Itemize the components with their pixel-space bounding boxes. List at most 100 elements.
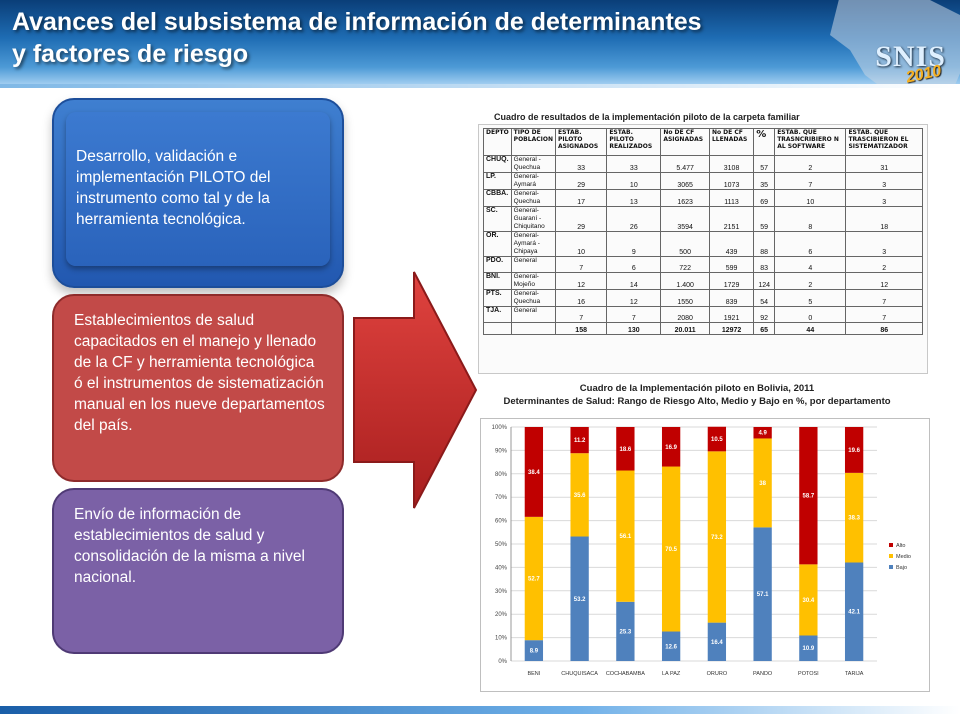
- data-label: 11.2: [574, 438, 586, 444]
- cell-tipo: General: [510, 306, 556, 323]
- data-label: 56.1: [620, 534, 632, 540]
- cell-tipo: General- Guaraní - Chiquitano: [510, 206, 556, 232]
- x-tick-label: PANDO: [753, 671, 773, 677]
- table-cell: 839: [708, 289, 755, 307]
- data-label: 53.2: [574, 597, 586, 603]
- right-arrow-icon: [353, 271, 478, 509]
- cell-depto: TJA.: [483, 306, 512, 323]
- y-tick-label: 20%: [495, 612, 508, 618]
- table-cell: 7: [845, 306, 923, 323]
- data-label: 25.3: [620, 629, 632, 635]
- bar-alto: [799, 427, 818, 565]
- table-cell: 59: [753, 206, 776, 232]
- chart-caption: Cuadro de la Implementación piloto en Bo…: [482, 382, 912, 408]
- chart-caption-line-1: Cuadro de la Implementación piloto en Bo…: [579, 383, 815, 394]
- table-cell: 18: [845, 206, 923, 232]
- col-header-percent: %: [753, 128, 776, 156]
- cell-tipo: General- Mojeño: [510, 272, 556, 290]
- table-cell: 7: [606, 306, 662, 323]
- table-cell: 31: [845, 155, 923, 173]
- bar-alto: [844, 427, 864, 473]
- table-cell: 10: [606, 172, 662, 190]
- legend-label: Bajo: [896, 565, 907, 571]
- col-header-software: ESTAB. QUE TRASNCRIBIERO N AL SOFTWARE: [774, 128, 847, 156]
- total-cell: 20.011: [660, 322, 710, 335]
- table-cell: 1550: [660, 289, 710, 307]
- col-header-tipo: TIPO DE POBLACION: [510, 128, 556, 156]
- cell-tipo: General- Aymará: [510, 172, 556, 190]
- cell-depto: PDO.: [483, 256, 512, 273]
- table-cell: 500: [660, 231, 710, 257]
- table-cell: 29: [554, 206, 608, 232]
- cell-tipo: General- Aymará - Chipaya: [510, 231, 556, 257]
- table-cell: 7: [845, 289, 923, 307]
- cell-tipo: General- Quechua: [510, 289, 556, 307]
- y-tick-label: 80%: [495, 472, 508, 478]
- table-cell: 4: [774, 256, 847, 273]
- table-total-row: 158 130 20.011 12972 65 44 86: [483, 322, 923, 335]
- table-cell: 5.477: [660, 155, 710, 173]
- table-cell: 6: [606, 256, 662, 273]
- bar-medio: [799, 564, 818, 636]
- table-cell: 0: [774, 306, 847, 323]
- total-cell: [510, 322, 556, 335]
- y-tick-label: 100%: [492, 425, 508, 431]
- table-header-row: DEPTO TIPO DE POBLACION ESTAB. PILOTO AS…: [483, 128, 923, 156]
- bar-medio: [661, 466, 681, 632]
- col-header-asignados: ESTAB. PILOTO ASIGNADOS: [554, 128, 608, 156]
- data-label: 10.5: [711, 437, 723, 443]
- table-cell: 12: [845, 272, 923, 290]
- table-row: OR. General- Aymará - Chipaya 10 9 500 439 88 6…: [483, 231, 923, 257]
- col-header-depto: DEPTO: [483, 128, 512, 156]
- table-cell: 33: [606, 155, 662, 173]
- bar-bajo: [753, 527, 772, 661]
- step-box-submission: Envío de información de establecimientos…: [52, 488, 344, 654]
- table-cell: 1073: [708, 172, 755, 190]
- cell-depto: CHUQ.: [483, 155, 512, 173]
- bar-bajo: [799, 635, 818, 661]
- table-cell: 5: [774, 289, 847, 307]
- bar-medio: [524, 516, 544, 641]
- table-row: PDO. General 7 6 722 599 83 4 2: [483, 256, 923, 273]
- table-cell: 7: [774, 172, 847, 190]
- bar-bajo: [570, 536, 589, 661]
- data-label: 38: [759, 481, 766, 487]
- step-text-submission: Envío de información de establecimientos…: [74, 506, 305, 586]
- x-tick-label: POTOSI: [798, 671, 819, 677]
- header-divider: [0, 84, 960, 88]
- x-tick-label: ORURO: [707, 671, 728, 677]
- table-cell: 1.400: [660, 272, 710, 290]
- table-cell: 6: [774, 231, 847, 257]
- cell-depto: CBBA.: [483, 189, 512, 207]
- table-cell: 7: [554, 256, 608, 273]
- results-table: DEPTO TIPO DE POBLACION ESTAB. PILOTO AS…: [483, 128, 923, 335]
- table-cell: 1113: [708, 189, 755, 207]
- data-label: 16.9: [665, 445, 677, 451]
- data-label: 38.4: [528, 470, 540, 476]
- table-cell: 3: [845, 172, 923, 190]
- cell-depto: PTS.: [483, 289, 512, 307]
- bar-bajo: [707, 622, 727, 661]
- bar-medio: [707, 451, 727, 623]
- y-tick-label: 30%: [495, 589, 508, 595]
- data-label: 35.6: [574, 493, 586, 499]
- table-row: LP. General- Aymará 29 10 3065 1073 35 7 3: [483, 172, 923, 190]
- col-header-realizados: ESTAB. PILOTO REALIZADOS: [606, 128, 662, 156]
- table-cell: 1729: [708, 272, 755, 290]
- table-cell: 33: [554, 155, 608, 173]
- y-tick-label: 0%: [498, 659, 507, 665]
- cell-depto: BNI.: [483, 272, 512, 290]
- y-tick-label: 40%: [495, 565, 508, 571]
- table-cell: 17: [554, 189, 608, 207]
- step-text-development: Desarrollo, validación e implementación …: [76, 148, 271, 228]
- step-box-training: Establecimientos de salud capacitados en…: [52, 294, 344, 482]
- table-cell: 69: [753, 189, 776, 207]
- table-cell: 13: [606, 189, 662, 207]
- table-cell: 1623: [660, 189, 710, 207]
- table-cell: 599: [708, 256, 755, 273]
- total-cell: 44: [774, 322, 847, 335]
- table-cell: 88: [753, 231, 776, 257]
- y-tick-label: 10%: [495, 636, 508, 642]
- table-cell: 3: [845, 231, 923, 257]
- title-line-2: y factores de riesgo: [12, 40, 249, 68]
